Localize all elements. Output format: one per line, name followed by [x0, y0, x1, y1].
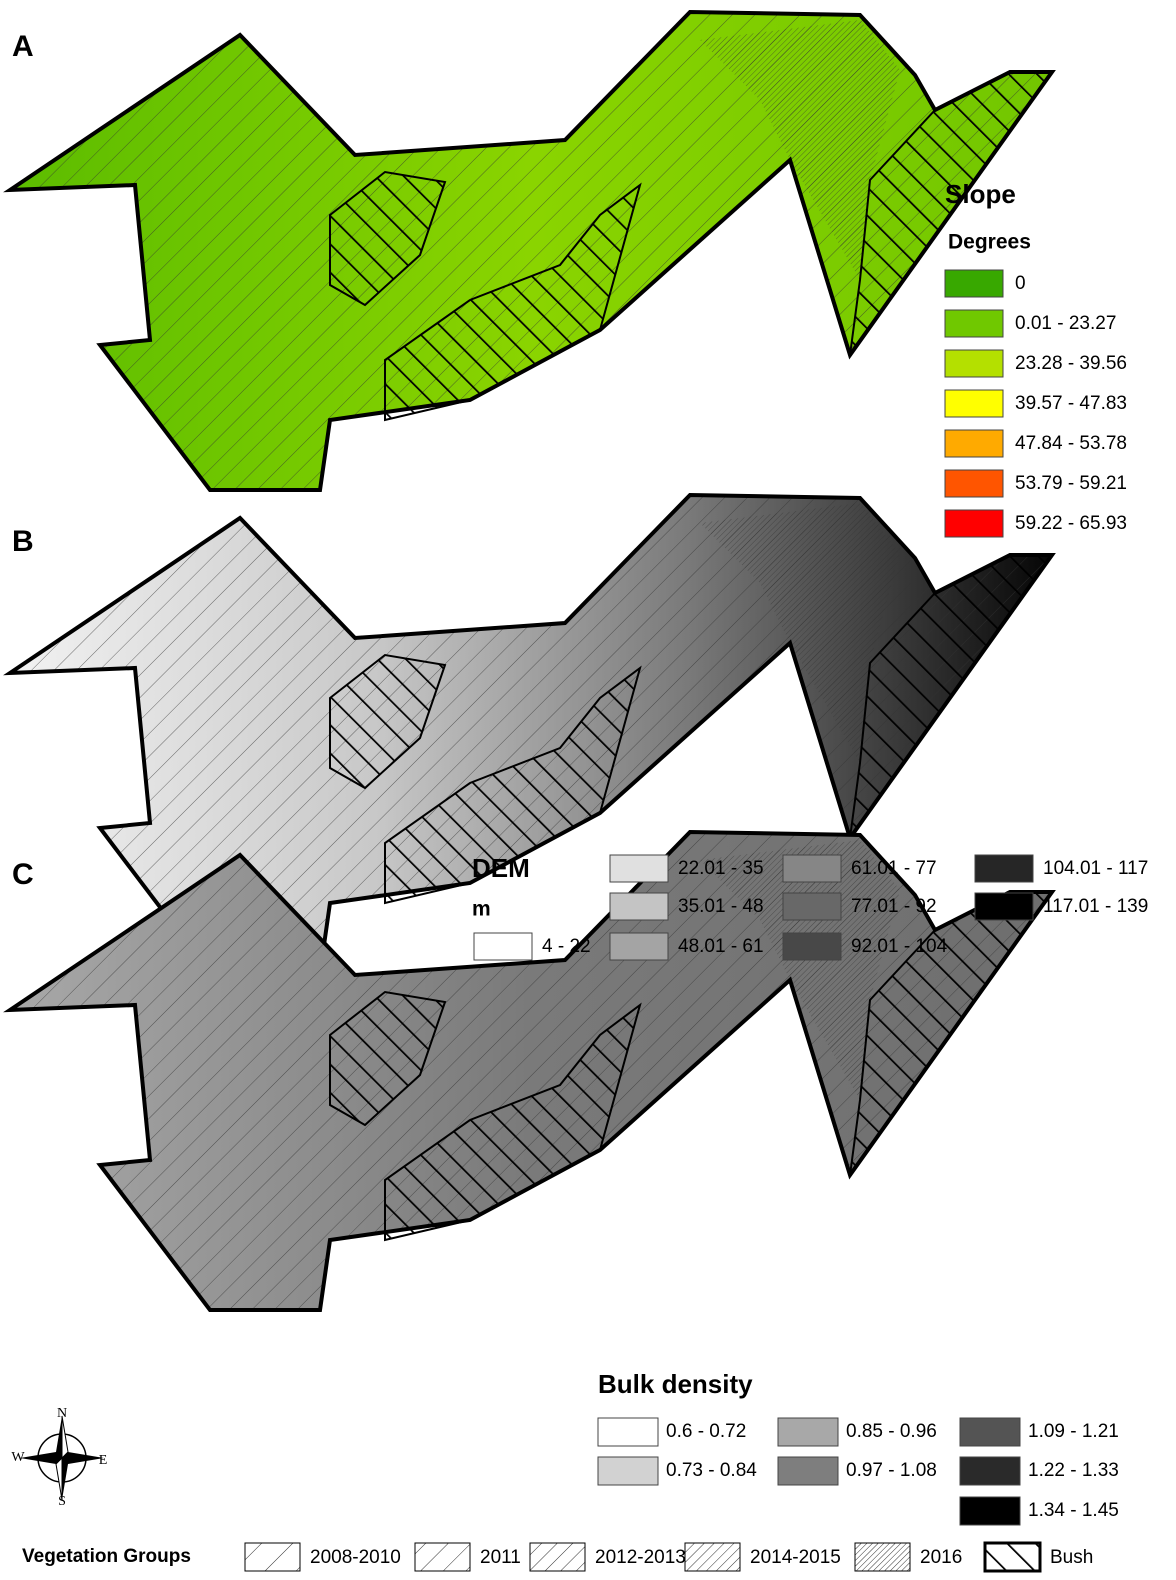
legend-swatch: [944, 349, 1004, 378]
bush-area: [329, 990, 447, 1127]
legend-swatch: [983, 1541, 1042, 1573]
legend-title: Vegetation Groups: [22, 1546, 191, 1567]
legend-swatch: [777, 1417, 839, 1447]
compass-letter: W: [11, 1450, 25, 1465]
legend-label: 59.22 - 65.93: [1015, 513, 1127, 534]
vegetation-hatch-2016: [700, 840, 900, 1100]
legend-swatch: [944, 309, 1004, 338]
study-boundary: [3, 9, 1056, 492]
legend-title: Bulk density: [598, 1369, 753, 1399]
compass-letter: S: [58, 1494, 66, 1509]
legend-unit: m: [472, 898, 491, 921]
legend-label: 0.97 - 1.08: [846, 1460, 937, 1481]
legend-swatch: [597, 1456, 659, 1486]
legend-label: 117.01 - 139: [1043, 896, 1148, 917]
legend-swatch: [959, 1496, 1021, 1526]
legend-swatch: [414, 1542, 471, 1572]
legend-swatch: [944, 509, 1004, 538]
bush-area: [329, 653, 447, 790]
legend-label: 2008-2010: [310, 1547, 401, 1568]
legend-label: 2012-2013: [595, 1547, 686, 1568]
legend-label: 39.57 - 47.83: [1015, 393, 1127, 414]
legend-label: 35.01 - 48: [678, 896, 764, 917]
panel-label: A: [12, 30, 34, 63]
legend-label: 0.73 - 0.84: [666, 1460, 757, 1481]
legend-title: Slope: [945, 179, 1016, 209]
legend-swatch: [944, 429, 1004, 458]
vegetation-hatch-2016: [700, 20, 900, 280]
legend-label: 48.01 - 61: [678, 936, 764, 957]
study-boundary: [3, 829, 1056, 1312]
legend-label: 2011: [480, 1547, 521, 1568]
legend-label: 22.01 - 35: [678, 858, 764, 879]
legend-label: 0.6 - 0.72: [666, 1421, 746, 1442]
legend-title: DEM: [472, 853, 530, 883]
legend-label: 1.22 - 1.33: [1028, 1460, 1119, 1481]
legend-label: 47.84 - 53.78: [1015, 433, 1127, 454]
legend-label: 1.34 - 1.45: [1028, 1500, 1119, 1521]
legend-swatch: [944, 389, 1004, 418]
legend-swatch: [959, 1417, 1021, 1447]
panel-label: C: [12, 858, 34, 891]
legend-swatch: [944, 269, 1004, 298]
legend-label: 53.79 - 59.21: [1015, 473, 1127, 494]
panel-label: B: [12, 525, 34, 558]
legend-swatch: [609, 932, 669, 961]
compass-letter: N: [57, 1406, 67, 1421]
legend-label: 0.85 - 0.96: [846, 1421, 937, 1442]
map-panel: [3, 9, 1056, 492]
legend-swatch: [974, 854, 1034, 883]
compass-letter: E: [99, 1453, 108, 1468]
legend-label: 4 - 22: [542, 936, 591, 957]
legend-swatch: [944, 469, 1004, 498]
vegetation-hatch-2016: [700, 503, 900, 763]
legend-swatch: [609, 854, 669, 883]
legend-swatch: [777, 1456, 839, 1486]
legend-label: 92.01 - 104: [851, 936, 948, 957]
legend-label: 77.01 - 92: [851, 896, 937, 917]
legend-swatch: [854, 1542, 911, 1572]
legend-label: 2014-2015: [750, 1547, 841, 1568]
legend-label: 23.28 - 39.56: [1015, 353, 1127, 374]
map-panel: [3, 492, 1056, 975]
legend-label: 61.01 - 77: [851, 858, 937, 879]
legend-swatch: [473, 932, 533, 961]
legend-swatch: [609, 892, 669, 921]
legend-label: 0.01 - 23.27: [1015, 313, 1116, 334]
legend-label: Bush: [1050, 1547, 1093, 1568]
legend-swatch: [974, 892, 1034, 921]
legend-unit: Degrees: [948, 231, 1031, 254]
legend-label: 1.09 - 1.21: [1028, 1421, 1119, 1442]
legend-swatch: [244, 1542, 301, 1572]
legend-swatch: [782, 854, 842, 883]
legend-swatch: [597, 1417, 659, 1447]
legend-label: 2016: [920, 1547, 962, 1568]
legend-swatch: [782, 932, 842, 961]
legend-swatch: [529, 1542, 586, 1572]
legend-swatch: [959, 1456, 1021, 1486]
legend-label: 104.01 - 117: [1043, 858, 1148, 879]
compass: [20, 1415, 104, 1501]
legend-label: 0: [1015, 273, 1026, 294]
legend-swatch: [782, 892, 842, 921]
bush-area: [329, 170, 447, 307]
legend-swatch: [684, 1542, 741, 1572]
